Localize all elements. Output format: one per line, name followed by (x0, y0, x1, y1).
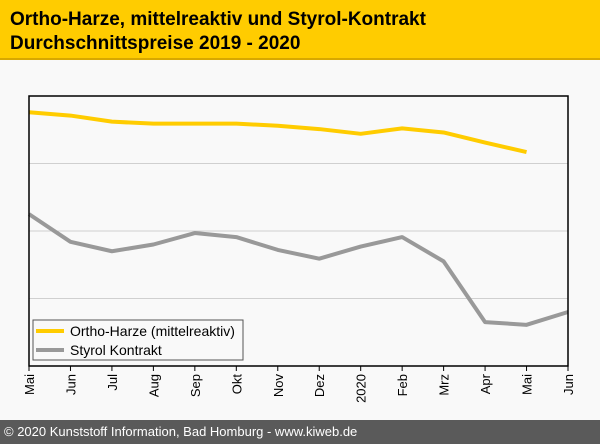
x-tick-label: Mai (520, 374, 535, 395)
x-tick-label: Mrz (437, 374, 452, 396)
x-tick-label: Nov (271, 374, 286, 398)
series-line-styrol (27, 212, 569, 327)
chart-title: Ortho-Harze, mittelreaktiv und Styrol-Ko… (0, 0, 600, 60)
legend (32, 319, 244, 361)
x-tick-label: Feb (395, 374, 410, 396)
title-line-1: Ortho-Harze, mittelreaktiv und Styrol-Ko… (10, 9, 426, 30)
x-tick-label: Jul (105, 374, 120, 391)
legend-label: Ortho-Harze (mittelreaktiv) (70, 323, 235, 339)
x-tick-label: Okt (229, 374, 244, 395)
plot-border (28, 95, 569, 367)
x-tick-label: Apr (478, 373, 493, 394)
footer-copyright: © 2020 Kunststoff Information, Bad Hombu… (0, 420, 600, 444)
x-tick-label: Jun (63, 374, 78, 395)
x-tick-label: 2020 (354, 374, 369, 403)
title-line-2: Durchschnittspreise 2019 - 2020 (10, 33, 301, 54)
x-tick-label: Sep (188, 374, 203, 397)
series-line-ortho-harze (28, 110, 527, 154)
x-tick-label: Jun (561, 374, 576, 395)
x-tick-label: Dez (312, 374, 327, 397)
x-tick-label: Mai (22, 374, 37, 395)
legend-label: Styrol Kontrakt (70, 342, 162, 358)
line-chart: Mai Jun Jul Aug Sep Okt Nov Dez 2020 Feb Mrz Apr Mai… (22, 95, 576, 403)
x-tick-label: Aug (146, 374, 161, 397)
